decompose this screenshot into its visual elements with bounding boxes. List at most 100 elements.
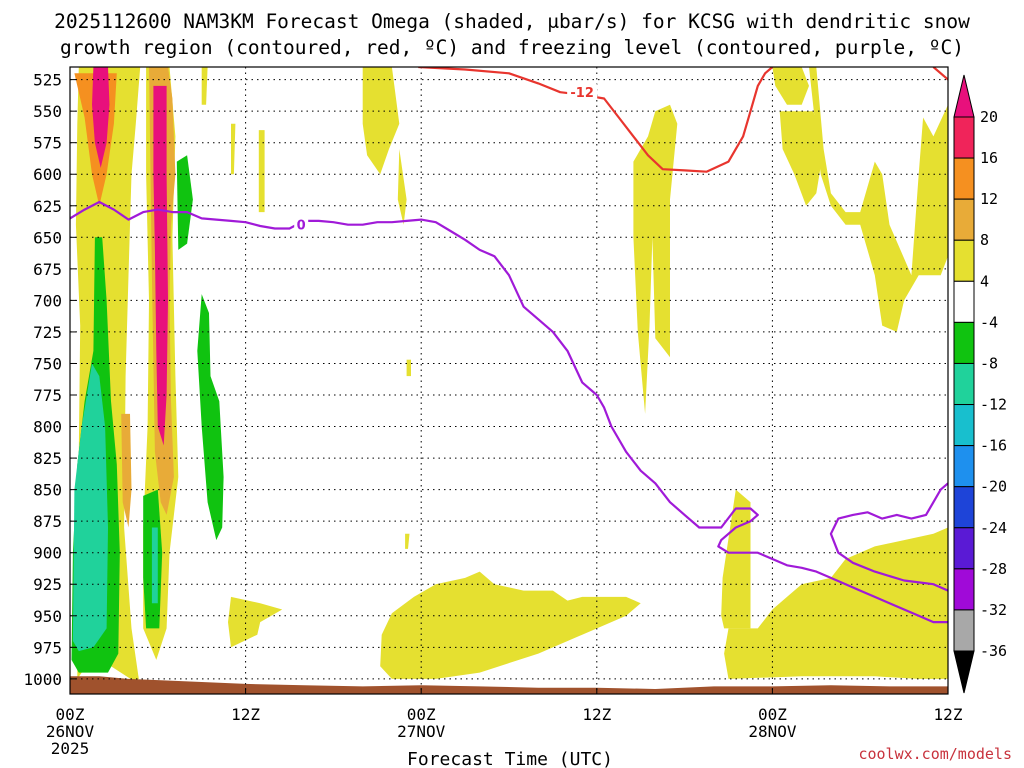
colorbar-segment-4 xyxy=(953,280,975,323)
omega-region-10 xyxy=(197,294,224,541)
colorbar-segment-7 xyxy=(953,404,975,447)
omega-region-6 xyxy=(121,413,132,528)
y-tick-label-850: 850 xyxy=(33,481,62,500)
colorbar-label-3: 8 xyxy=(980,231,989,249)
x-tick-label-4: 00Z xyxy=(758,705,787,724)
colorbar-label-8: -16 xyxy=(980,437,1007,455)
terrain-layer xyxy=(70,676,948,694)
x-axis-label: Forecast Time (UTC) xyxy=(407,749,613,768)
colorbar-segment-12 xyxy=(953,609,975,652)
colorbar-label-7: -12 xyxy=(980,396,1007,414)
colorbar-segment-5 xyxy=(953,321,975,364)
omega-region-25 xyxy=(779,111,824,206)
colorbar-label-6: -8 xyxy=(980,354,998,372)
contour-freezing-level xyxy=(70,200,948,624)
y-tick-label-925: 925 xyxy=(33,575,62,594)
omega-region-5 xyxy=(153,85,168,446)
omega-region-21 xyxy=(380,571,641,679)
colorbar-label-13: -36 xyxy=(980,642,1007,660)
credit-text[interactable]: coolwx.com/models xyxy=(858,745,1012,763)
contour-label-dendritic-growth: -12 xyxy=(570,86,594,101)
x-tick-label-0: 00Z xyxy=(56,705,85,724)
contour-dendritic-growth-right xyxy=(932,67,948,81)
y-tick-label-625: 625 xyxy=(33,197,62,216)
x-tick-label-1: 12Z xyxy=(231,705,260,724)
y-tick-label-525: 525 xyxy=(33,71,62,90)
x-tick-year-0: 2025 xyxy=(51,739,90,758)
y-tick-label-800: 800 xyxy=(33,418,62,437)
omega-region-26 xyxy=(809,67,948,332)
chart-title-line2: growth region (contoured, red, ºC) and f… xyxy=(60,36,964,59)
y-tick-label-700: 700 xyxy=(33,291,62,310)
x-tick-label-2: 00Z xyxy=(407,705,436,724)
x-tick-date-0: 26NOV xyxy=(46,722,95,741)
contour-freezing-level-right xyxy=(829,482,948,592)
y-tick-label-575: 575 xyxy=(33,134,62,153)
colorbar-label-10: -24 xyxy=(980,519,1007,537)
colorbar-over-triangle xyxy=(953,74,975,118)
y-axis: 525 550 575 600 625 650 675 700 725 750 775 800 825 8… xyxy=(23,71,76,689)
x-tick-label-3: 12Z xyxy=(582,705,611,724)
colorbar-segment-9 xyxy=(953,486,975,529)
y-tick-label-725: 725 xyxy=(33,323,62,342)
y-tick-label-750: 750 xyxy=(33,354,62,373)
colorbar-segment-10 xyxy=(953,527,975,570)
colorbar-label-9: -20 xyxy=(980,478,1007,496)
chart-title-line1: 2025112600 NAM3KM Forecast Omega (shaded… xyxy=(54,10,970,33)
colorbar: 20 16 12 8 4 -4 -8 -12 -16 -20 -24 -28 -32 -36 xyxy=(953,74,1007,694)
colorbar-segment-1 xyxy=(953,157,975,200)
omega-region-22 xyxy=(633,104,678,414)
omega-region-17 xyxy=(201,67,208,105)
contour-lines: -12 0 xyxy=(70,67,948,624)
y-tick-label-1000: 1000 xyxy=(23,670,62,689)
contour-label-bg-freezing-level xyxy=(294,216,309,232)
omega-region-12 xyxy=(151,527,158,604)
colorbar-label-4: 4 xyxy=(980,272,989,290)
y-tick-label-975: 975 xyxy=(33,638,62,657)
omega-region-19 xyxy=(405,533,410,549)
y-tick-label-825: 825 xyxy=(33,449,62,468)
plot-frame xyxy=(69,66,949,695)
colorbar-label-0: 20 xyxy=(980,108,998,126)
x-tick-date-2: 27NOV xyxy=(397,722,446,741)
omega-region-3 xyxy=(92,67,110,168)
y-tick-label-600: 600 xyxy=(33,165,62,184)
contour-label-freezing-level: 0 xyxy=(297,219,306,234)
colorbar-segment-0 xyxy=(953,116,975,159)
x-tick-label-5: 12Z xyxy=(934,705,963,724)
y-tick-label-550: 550 xyxy=(33,102,62,121)
colorbar-segment-6 xyxy=(953,362,975,406)
y-tick-label-875: 875 xyxy=(33,512,62,531)
omega-region-8 xyxy=(72,363,108,652)
colorbar-label-2: 12 xyxy=(980,190,998,208)
colorbar-segment-8 xyxy=(953,445,975,488)
colorbar-under-triangle xyxy=(953,650,975,694)
y-tick-label-900: 900 xyxy=(33,544,62,563)
omega-region-27 xyxy=(724,527,948,679)
colorbar-label-12: -32 xyxy=(980,601,1007,619)
omega-region-18 xyxy=(406,359,411,377)
colorbar-label-5: -4 xyxy=(980,313,998,331)
omega-region-20 xyxy=(228,596,283,648)
y-tick-label-775: 775 xyxy=(33,386,62,405)
omega-region-24 xyxy=(772,67,809,105)
contour-dendritic-growth xyxy=(418,67,774,173)
y-tick-label-675: 675 xyxy=(33,260,62,279)
y-tick-label-950: 950 xyxy=(33,607,62,626)
colorbar-label-1: 16 xyxy=(980,149,998,167)
contour-label-bg-dendritic-growth xyxy=(567,84,598,100)
y-tick-label-650: 650 xyxy=(33,228,62,247)
grid-lines xyxy=(70,67,948,694)
colorbar-segment-11 xyxy=(953,568,975,611)
omega-region-9 xyxy=(176,155,193,250)
omega-region-15 xyxy=(231,123,236,175)
omega-region-16 xyxy=(258,130,265,213)
terrain-ground xyxy=(70,676,948,694)
colorbar-label-11: -28 xyxy=(980,560,1007,578)
omega-region-13 xyxy=(362,67,400,175)
plot-area: -12 0 xyxy=(69,66,949,695)
colorbar-segment-3 xyxy=(953,239,975,282)
colorbar-segment-2 xyxy=(953,198,975,241)
